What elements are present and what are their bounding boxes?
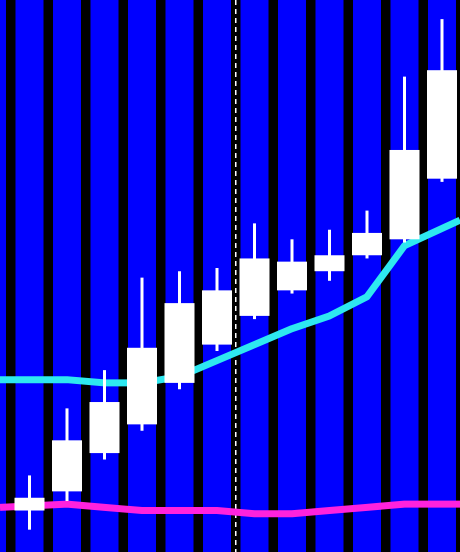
candle-body [239, 258, 270, 316]
candle-body [52, 440, 82, 492]
candle-body [164, 303, 195, 383]
series-line-1 [0, 216, 460, 387]
candles [14, 19, 457, 530]
candle-body [202, 290, 232, 345]
candle-body [427, 70, 457, 179]
candle-body [352, 232, 382, 256]
candle-body [14, 497, 45, 511]
band [15, 0, 44, 552]
band [353, 0, 381, 552]
candle-body [89, 402, 120, 454]
series-line-2 [0, 500, 460, 518]
candle-body [314, 255, 345, 272]
band [128, 0, 156, 552]
band [0, 0, 6, 552]
band [90, 0, 119, 552]
candle-body [127, 347, 157, 425]
candle-body [389, 149, 420, 240]
candle-body [277, 261, 307, 291]
indicator-lines [0, 216, 460, 518]
